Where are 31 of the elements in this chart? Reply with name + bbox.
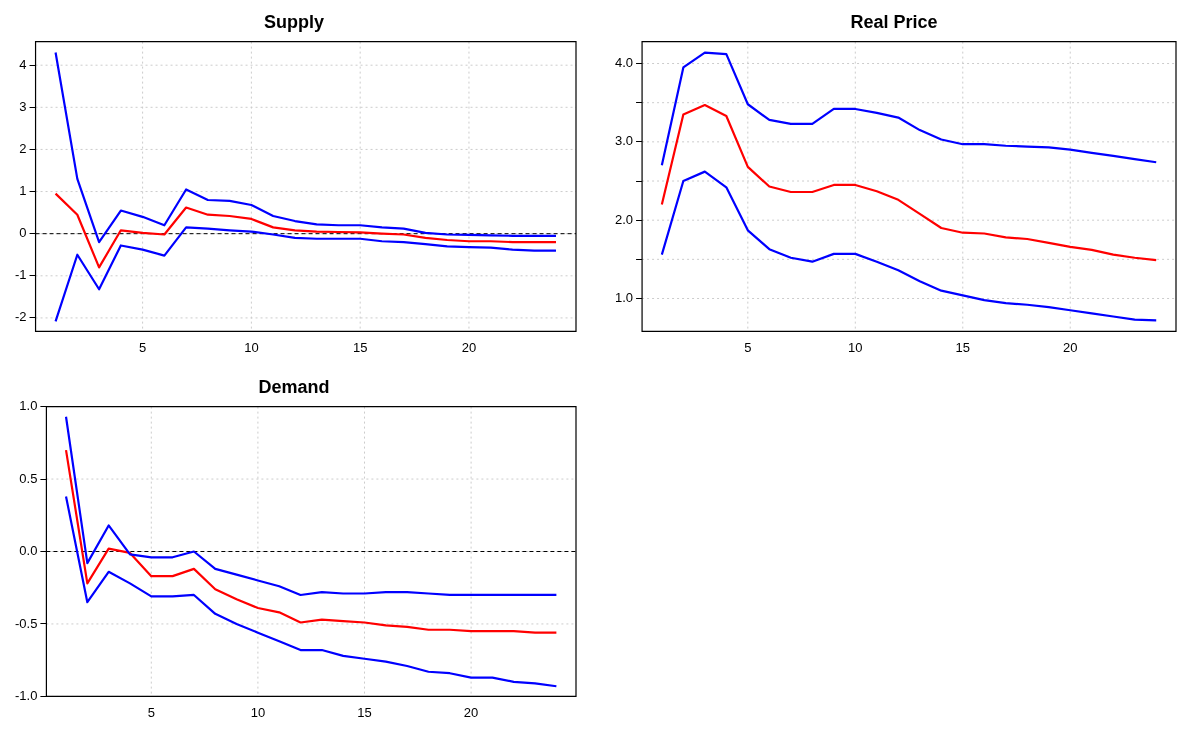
y-tick-label: 2	[19, 141, 27, 157]
y-tick-label: -0.5	[14, 615, 38, 631]
y-tick-label: 4.0	[614, 55, 634, 71]
y-tick-label: 3.0	[614, 133, 634, 149]
x-tick-label: 20	[1063, 339, 1078, 355]
x-tick-label: 15	[352, 339, 368, 355]
x-tick-label: 5	[744, 339, 752, 355]
chart-title: Real Price	[850, 11, 938, 32]
chart-title: Demand	[258, 376, 330, 397]
y-tick-label: 1.0	[614, 290, 634, 306]
x-tick-label: 5	[138, 339, 147, 355]
y-tick-label: 1.0	[19, 398, 38, 414]
y-tick-label: -1.0	[14, 687, 38, 703]
x-tick-label: 10	[244, 339, 259, 355]
x-tick-label: 5	[147, 704, 155, 720]
chart-title: Supply	[263, 11, 325, 32]
x-tick-label: 20	[463, 704, 479, 720]
x-tick-label: 15	[357, 704, 372, 720]
y-tick-label: 0.0	[19, 543, 38, 559]
y-tick-label: 0.5	[19, 470, 38, 486]
y-tick-label: 0	[19, 225, 27, 241]
y-tick-label: 2.0	[614, 211, 634, 227]
y-tick-label: 4	[19, 56, 27, 72]
x-tick-label: 10	[848, 339, 863, 355]
y-tick-label: 3	[19, 98, 27, 114]
y-tick-label: -2	[15, 309, 27, 325]
x-tick-label: 15	[955, 339, 971, 355]
x-tick-label: 10	[250, 704, 266, 720]
y-tick-label: 1	[19, 183, 27, 199]
y-tick-label: -1	[15, 267, 27, 283]
x-tick-label: 20	[461, 339, 477, 355]
